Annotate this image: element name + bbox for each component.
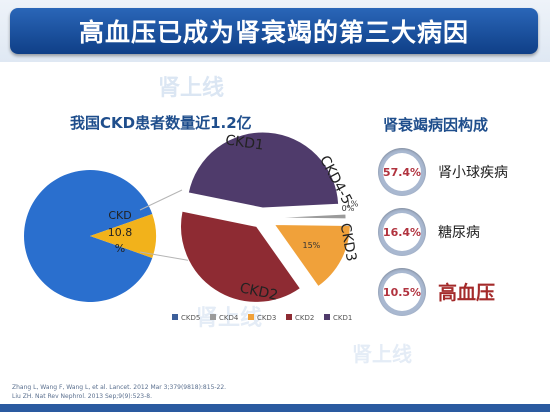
- left-slice-label-1: CKD: [108, 209, 131, 222]
- legend-swatch-ckd5: [172, 314, 178, 320]
- right-pie: [180, 131, 351, 303]
- legend-swatch-ckd3: [248, 314, 254, 320]
- right-pie-slice-ckd3: [273, 224, 351, 288]
- right-pie-slice-ckd2: [180, 210, 302, 303]
- left-slice-label-3: %: [115, 242, 125, 255]
- legend-swatch-ckd1: [324, 314, 330, 320]
- right-pie-slice-ckd4: [269, 213, 347, 220]
- legend: CKD5 CKD4 CKD3 CKD2 CKD1: [172, 314, 352, 322]
- legend-label-ckd1: CKD1: [333, 314, 352, 322]
- legend-swatch-ckd4: [210, 314, 216, 320]
- cause-name-2: 糖尿病: [438, 225, 480, 241]
- cause-name-3: 高血压: [438, 282, 496, 304]
- right-pie-value-ckd5: 0%: [342, 204, 355, 213]
- cause-row-1: 57.4% 肾小球疾病: [378, 148, 548, 208]
- connector-top: [139, 189, 183, 211]
- page-title: 高血压已成为肾衰竭的第三大病因: [10, 8, 538, 54]
- watermark-bottom: 肾上线: [352, 342, 412, 366]
- right-pie-slice-ckd1: [187, 131, 340, 209]
- cause-ring-3: 10.5%: [378, 268, 426, 316]
- cause-row-2: 16.4% 糖尿病: [378, 208, 548, 268]
- legend-label-ckd3: CKD3: [257, 314, 276, 322]
- reference-2: Liu ZH. Nat Rev Nephrol. 2013 Sep;9(9):5…: [12, 393, 152, 400]
- legend-swatch-ckd2: [286, 314, 292, 320]
- left-pie: [24, 170, 156, 302]
- watermark-top: 肾上线: [158, 76, 225, 101]
- footer-bar: [0, 404, 550, 412]
- right-pie-label-ckd2: CKD2: [238, 280, 279, 304]
- title-bar: 高血压已成为肾衰竭的第三大病因: [0, 0, 550, 62]
- cause-ring-1: 57.4%: [378, 148, 426, 196]
- left-pie-slice-ckd: [90, 214, 156, 258]
- legend-label-ckd4: CKD4: [219, 314, 239, 322]
- cause-ring-2: 16.4%: [378, 208, 426, 256]
- cause-value-1: 57.4%: [383, 153, 421, 191]
- cause-name-1: 肾小球疾病: [438, 165, 508, 181]
- left-pie-slice-rest: [24, 170, 153, 302]
- cause-row-3: 10.5% 高血压: [378, 268, 548, 328]
- right-pie-value-ckd4: 1%: [346, 199, 359, 208]
- legend-label-ckd2: CKD2: [295, 314, 314, 322]
- legend-label-ckd5: CKD5: [181, 314, 200, 322]
- reference-1: Zhang L, Wang F, Wang L, et al. Lancet. …: [12, 384, 227, 391]
- right-pie-label-ckd3: CKD3: [337, 222, 359, 263]
- right-pie-value-ckd3: 15%: [302, 241, 320, 250]
- right-pie-label-ckd1: CKD1: [224, 132, 265, 153]
- cause-value-2: 16.4%: [383, 213, 421, 251]
- right-panel-title: 肾衰竭病因构成: [383, 116, 489, 134]
- left-chart-title: 我国CKD患者数量近1.2亿: [70, 114, 252, 132]
- left-slice-label-2: 10.8: [108, 226, 133, 239]
- cause-value-3: 10.5%: [383, 273, 421, 311]
